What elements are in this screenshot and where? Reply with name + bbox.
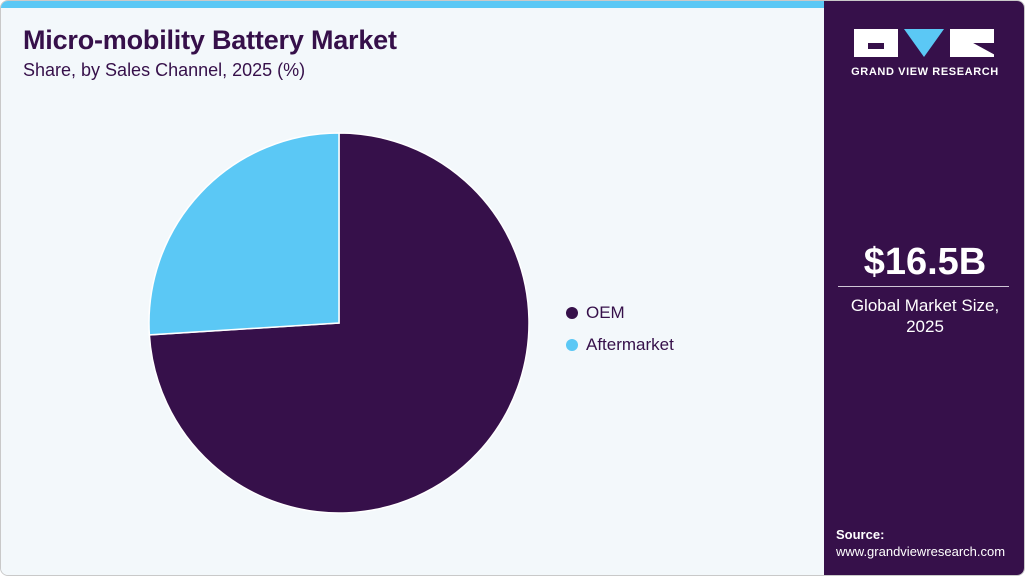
pie-chart xyxy=(148,132,530,514)
legend-swatch-aftermarket xyxy=(566,339,578,351)
market-size-label-text: Global Market Size, xyxy=(850,296,1000,315)
chart-title: Micro-mobility Battery Market xyxy=(23,25,397,55)
legend-label-aftermarket: Aftermarket xyxy=(586,335,674,354)
market-size-label: Global Market Size, 2025 xyxy=(824,295,1024,337)
pie-slice-aftermarket xyxy=(148,132,340,336)
grand-view-research-logo-icon xyxy=(854,29,994,57)
source-heading: Source: xyxy=(836,527,885,542)
legend-swatch-oem xyxy=(566,307,578,319)
info-panel: GRAND VIEW RESEARCH $16.5B Global Market… xyxy=(824,1,1024,575)
market-size-year: 2025 xyxy=(906,317,944,336)
brand-name: GRAND VIEW RESEARCH xyxy=(851,66,999,78)
divider xyxy=(838,286,1009,287)
legend-item-aftermarket: Aftermarket xyxy=(566,329,674,361)
chart-subtitle: Share, by Sales Channel, 2025 (%) xyxy=(23,60,306,80)
legend: OEM Aftermarket xyxy=(566,297,674,361)
source-link[interactable]: www.grandviewresearch.com xyxy=(836,544,1006,559)
legend-item-oem: OEM xyxy=(566,297,674,329)
market-size-value: $16.5B xyxy=(863,241,987,283)
legend-label-oem: OEM xyxy=(586,303,625,322)
accent-bar xyxy=(1,1,824,8)
